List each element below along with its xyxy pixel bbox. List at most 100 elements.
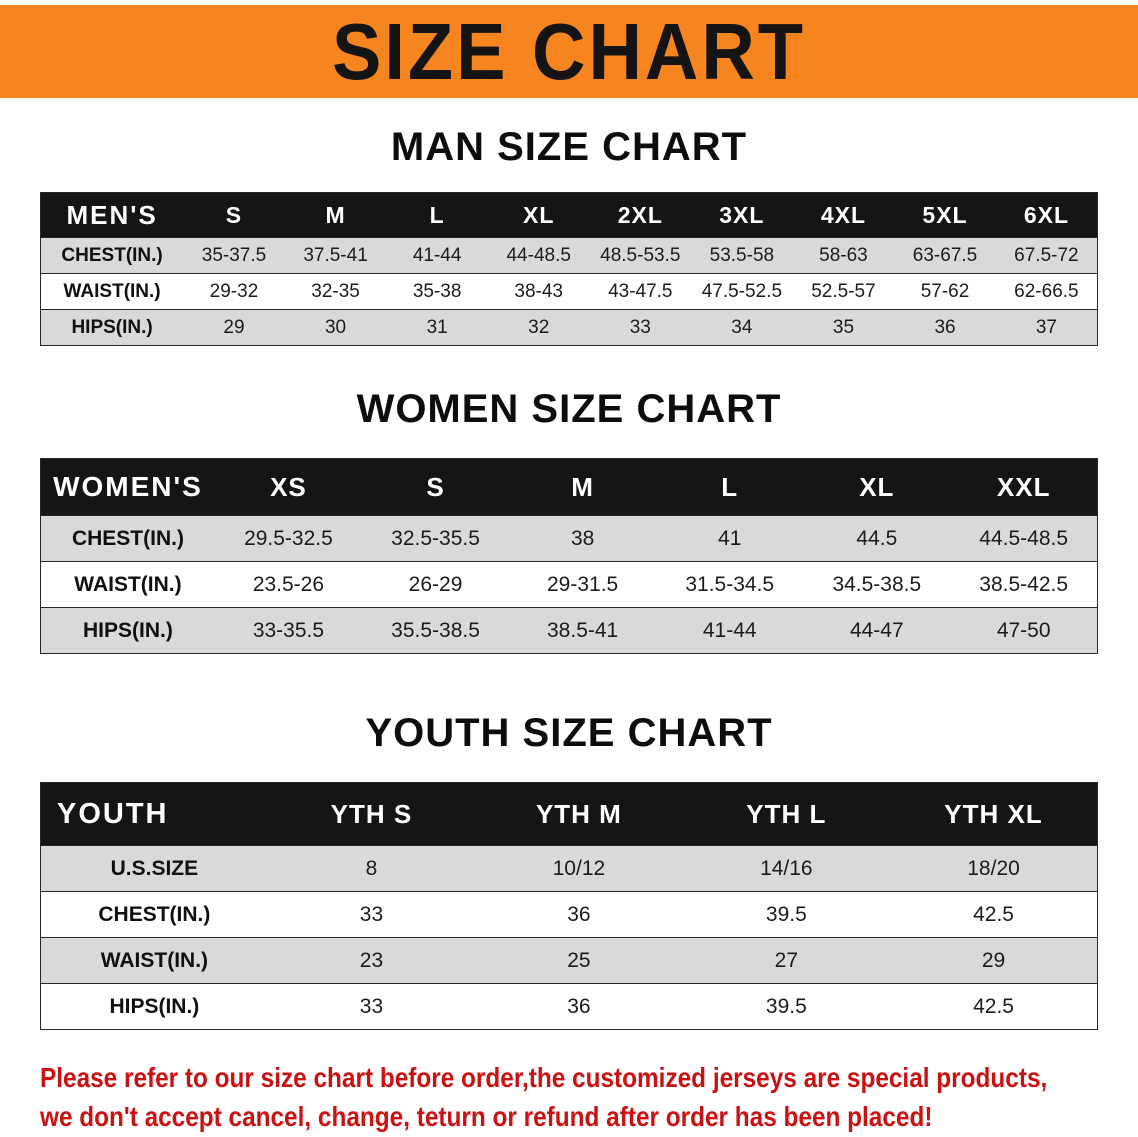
size-value-cell: 29.5-32.5 <box>214 515 362 562</box>
measurement-row-label: HIPS(IN.) <box>40 309 184 346</box>
size-column-header: L <box>656 458 804 516</box>
size-value-cell: 38.5-42.5 <box>950 561 1098 608</box>
size-value-cell: 32-35 <box>284 273 387 310</box>
size-value-cell: 35 <box>792 309 895 346</box>
size-column-header: M <box>284 192 387 238</box>
size-column-header: 4XL <box>792 192 895 238</box>
size-value-cell: 34.5-38.5 <box>803 561 951 608</box>
measurement-row-label: WAIST(IN.) <box>40 273 184 310</box>
measurement-row-label: WAIST(IN.) <box>40 561 215 608</box>
size-value-cell: 34 <box>691 309 793 346</box>
size-chart-sections: MAN SIZE CHART MEN'S S M L XL 2XL 3XL 4XL 5XL 6XL… <box>0 124 1138 1030</box>
table-row: WAIST(IN.) 23 25 27 29 <box>40 937 1098 984</box>
size-value-cell: 36 <box>475 983 683 1030</box>
size-column-header: L <box>386 192 488 238</box>
measurement-row-label: HIPS(IN.) <box>40 607 215 654</box>
size-value-cell: 42.5 <box>890 983 1098 1030</box>
measurement-row-label: CHEST(IN.) <box>40 515 215 562</box>
size-value-cell: 44.5 <box>803 515 951 562</box>
size-value-cell: 58-63 <box>792 237 895 274</box>
size-value-cell: 41-44 <box>656 607 804 654</box>
table-row: U.S.SIZE 8 10/12 14/16 18/20 <box>40 845 1098 892</box>
size-value-cell: 39.5 <box>682 983 891 1030</box>
size-column-header: 6XL <box>995 192 1098 238</box>
disclaimer-line-2: we don't accept cancel, change, teturn o… <box>40 1101 933 1132</box>
measurement-row-label: CHEST(IN.) <box>40 237 184 274</box>
size-value-cell: 53.5-58 <box>691 237 793 274</box>
size-column-header: S <box>183 192 285 238</box>
size-value-cell: 44.5-48.5 <box>950 515 1098 562</box>
size-value-cell: 47.5-52.5 <box>691 273 793 310</box>
size-value-cell: 29-31.5 <box>509 561 657 608</box>
table-corner-label: MEN'S <box>40 192 184 238</box>
size-value-cell: 37.5-41 <box>284 237 387 274</box>
table-row: HIPS(IN.) 33-35.5 35.5-38.5 38.5-41 41-44 44-… <box>40 607 1098 654</box>
size-value-cell: 32 <box>487 309 590 346</box>
size-value-cell: 38.5-41 <box>509 607 657 654</box>
size-value-cell: 33 <box>267 891 476 938</box>
size-value-cell: 32.5-35.5 <box>361 515 510 562</box>
size-column-header: YTH XL <box>890 782 1098 846</box>
size-value-cell: 31.5-34.5 <box>656 561 804 608</box>
table-row: HIPS(IN.) 33 36 39.5 42.5 <box>40 983 1098 1030</box>
size-table-header-row: YOUTH YTH S YTH M YTH L YTH XL <box>40 782 1098 846</box>
size-column-header: XXL <box>950 458 1098 516</box>
size-value-cell: 25 <box>475 937 683 984</box>
size-value-cell: 8 <box>267 845 476 892</box>
size-value-cell: 38 <box>509 515 657 562</box>
women-size-table: WOMEN'S XS S M L XL XXL CHEST(IN.) 29.5-32.5 32.5… <box>40 458 1098 654</box>
table-corner-label: YOUTH <box>40 782 268 846</box>
size-value-cell: 44-47 <box>803 607 951 654</box>
disclaimer: Please refer to our size chart before or… <box>40 1058 1138 1136</box>
size-value-cell: 10/12 <box>475 845 683 892</box>
size-value-cell: 23.5-26 <box>214 561 362 608</box>
youth-size-table: YOUTH YTH S YTH M YTH L YTH XL U.S.SIZE 8 10/12… <box>40 782 1098 1030</box>
size-column-header: XS <box>214 458 362 516</box>
size-value-cell: 44-48.5 <box>487 237 590 274</box>
size-value-cell: 36 <box>475 891 683 938</box>
size-value-cell: 57-62 <box>894 273 996 310</box>
table-row: CHEST(IN.) 35-37.5 37.5-41 41-44 44-48.5 48.5… <box>40 237 1098 274</box>
size-column-header: XL <box>803 458 951 516</box>
size-value-cell: 23 <box>267 937 476 984</box>
size-value-cell: 35.5-38.5 <box>361 607 510 654</box>
size-value-cell: 48.5-53.5 <box>589 237 692 274</box>
size-column-header: YTH L <box>682 782 891 846</box>
banner-title: SIZE CHART <box>332 6 806 97</box>
size-value-cell: 37 <box>995 309 1098 346</box>
size-value-cell: 35-38 <box>386 273 488 310</box>
size-column-header: 2XL <box>589 192 692 238</box>
size-value-cell: 62-66.5 <box>995 273 1098 310</box>
size-value-cell: 33 <box>267 983 476 1030</box>
size-value-cell: 41-44 <box>386 237 488 274</box>
size-value-cell: 43-47.5 <box>589 273 692 310</box>
table-corner-label: WOMEN'S <box>40 458 215 516</box>
measurement-row-label: WAIST(IN.) <box>40 937 268 984</box>
size-table-header-row: WOMEN'S XS S M L XL XXL <box>40 458 1098 516</box>
size-value-cell: 38-43 <box>487 273 590 310</box>
size-value-cell: 42.5 <box>890 891 1098 938</box>
size-value-cell: 35-37.5 <box>183 237 285 274</box>
measurement-row-label: U.S.SIZE <box>40 845 268 892</box>
size-value-cell: 33-35.5 <box>214 607 362 654</box>
size-value-cell: 30 <box>284 309 387 346</box>
size-value-cell: 67.5-72 <box>995 237 1098 274</box>
size-value-cell: 33 <box>589 309 692 346</box>
table-row: WAIST(IN.) 29-32 32-35 35-38 38-43 43-47.5 47.… <box>40 273 1098 310</box>
size-value-cell: 39.5 <box>682 891 891 938</box>
size-column-header: 3XL <box>691 192 793 238</box>
size-value-cell: 29 <box>890 937 1098 984</box>
disclaimer-line-1: Please refer to our size chart before or… <box>40 1062 1048 1093</box>
size-value-cell: 29-32 <box>183 273 285 310</box>
measurement-row-label: HIPS(IN.) <box>40 983 268 1030</box>
size-value-cell: 29 <box>183 309 285 346</box>
youth-section-heading: YOUTH SIZE CHART <box>365 711 773 755</box>
size-value-cell: 41 <box>656 515 804 562</box>
size-value-cell: 18/20 <box>890 845 1098 892</box>
size-value-cell: 31 <box>386 309 488 346</box>
size-column-header: M <box>509 458 657 516</box>
size-column-header: YTH S <box>267 782 476 846</box>
size-column-header: S <box>361 458 510 516</box>
size-chart-banner: SIZE CHART <box>0 5 1138 98</box>
size-column-header: XL <box>487 192 590 238</box>
